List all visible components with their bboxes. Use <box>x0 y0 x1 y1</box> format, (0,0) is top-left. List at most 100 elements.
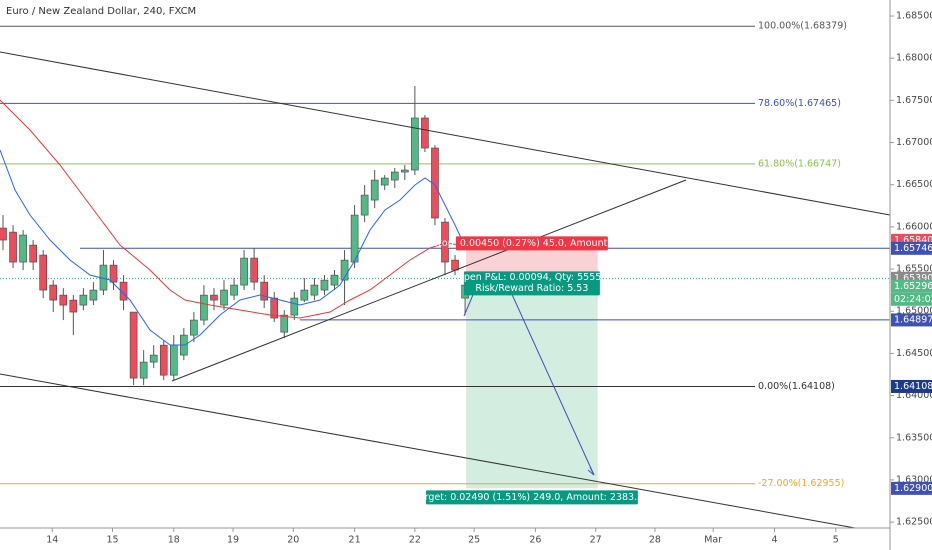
y-tick-label: 1.67500 <box>896 95 932 106</box>
candle-body <box>220 289 228 306</box>
candle-body <box>380 177 389 186</box>
countdown-box <box>891 292 932 306</box>
target-zone <box>466 278 598 489</box>
candle-body <box>441 221 449 263</box>
ratio-label: Risk/Reward Ratio: 5.53 <box>475 283 588 294</box>
candle-body <box>59 294 68 306</box>
target-label-box <box>425 490 638 505</box>
candle-body <box>350 214 359 263</box>
candle-body <box>300 289 309 301</box>
stop-label: Stop: 0.00450 (0.27%) 45.0, Amount: 750 <box>432 238 632 249</box>
y-tick-label: 1.64500 <box>896 348 932 359</box>
x-tick-label: 18 <box>168 535 180 546</box>
candle-body <box>401 169 409 173</box>
fib-label: 61.80%(1.66747) <box>758 158 841 169</box>
price-label-box <box>891 481 932 495</box>
y-tick-label: 1.65000 <box>896 306 932 317</box>
x-tick-label: 5 <box>833 535 839 546</box>
x-tick-label: 28 <box>649 535 661 546</box>
price-label-box <box>891 313 932 327</box>
candle-body <box>0 227 7 241</box>
candle-body <box>49 284 58 301</box>
y-tick-label: 1.63000 <box>896 474 932 485</box>
candle-body <box>340 259 349 281</box>
candle-body <box>29 244 37 263</box>
candle-body <box>19 234 27 263</box>
candle-body <box>69 299 78 313</box>
fib-label: 100.00%(1.68379) <box>758 21 847 32</box>
x-tick-label: 22 <box>409 535 421 546</box>
candle-body <box>240 257 248 286</box>
target-label: Target: 0.02490 (1.51%) 249.0, Amount: 2… <box>414 492 650 503</box>
price-label-box <box>891 379 932 393</box>
y-tick-label: 1.65500 <box>896 264 932 275</box>
stop-label-box <box>455 236 608 251</box>
trendline <box>0 51 891 216</box>
x-tick-label: 25 <box>468 535 480 546</box>
candle-body <box>250 257 258 283</box>
candle-body <box>370 179 379 201</box>
candle-body <box>129 311 138 379</box>
mark-layer <box>0 86 469 386</box>
chart-title: Euro / New Zealand Dollar, 240, FXCM <box>6 6 196 17</box>
candle-body <box>330 274 339 286</box>
price-label-box <box>891 279 932 293</box>
y-tick-label: 1.66500 <box>896 179 932 190</box>
candle-body <box>89 289 98 301</box>
arrow-head <box>587 466 595 476</box>
price-label: 1.65390 <box>894 273 932 284</box>
y-tick-label: 1.67000 <box>896 137 932 148</box>
candle-body <box>390 171 399 181</box>
price-label: 1.64897 <box>894 314 932 325</box>
candle-body <box>411 117 419 171</box>
candle-body <box>79 294 88 306</box>
x-tick-label: 19 <box>227 535 239 546</box>
candle-body <box>139 361 148 379</box>
candle-body <box>260 281 268 301</box>
candle-body <box>109 264 118 283</box>
candle-body <box>310 284 319 296</box>
candle-body <box>230 284 238 296</box>
pnl-label-box <box>463 271 600 296</box>
x-tick-label: 4 <box>771 535 777 546</box>
candle-body <box>290 297 299 316</box>
candle-body <box>149 354 158 363</box>
price-label: 1.65840 <box>894 235 932 246</box>
candle-body <box>159 344 168 376</box>
y-tick-label: 1.62500 <box>896 517 932 528</box>
candle-body <box>210 294 218 301</box>
candle-body <box>280 314 289 333</box>
fib-label: 78.60%(1.67465) <box>758 98 841 109</box>
y-tick-label: 1.68000 <box>896 53 932 64</box>
y-tick-label: 1.64000 <box>896 390 932 401</box>
candle-body <box>190 319 198 336</box>
y-tick-label: 1.68500 <box>896 11 932 22</box>
countdown: 02:24:02 <box>894 294 932 305</box>
candle-body <box>39 254 47 291</box>
candle-body <box>169 344 178 376</box>
candle-body <box>9 231 17 263</box>
moving-average <box>0 99 461 319</box>
fib-label: 0.00%(1.64108) <box>758 381 835 392</box>
candle-body <box>451 259 459 271</box>
trendline <box>171 179 687 382</box>
overlay-layer: Stop: 0.00450 (0.27%) 45.0, Amount: 750 O… <box>0 51 891 529</box>
price-label: 1.62900 <box>894 483 932 494</box>
x-tick-label: 21 <box>349 535 361 546</box>
x-tick-label: 14 <box>46 535 58 546</box>
candle-body <box>200 294 208 321</box>
fib-label: -27.00%(1.62955) <box>758 478 844 489</box>
candle-body <box>320 279 329 291</box>
x-tick-label: 26 <box>529 535 541 546</box>
price-label: 1.65296 <box>894 281 932 292</box>
price-label: 1.64108 <box>894 381 932 392</box>
axis-layer: 1.62500 1.63000 1.63500 1.64000 1.64500 1.650… <box>46 11 932 546</box>
candle-body <box>119 281 128 301</box>
candle-body <box>421 117 429 149</box>
moving-average <box>0 149 463 346</box>
y-tick-label: 1.63500 <box>896 432 932 443</box>
pnl-label: Open P&L: 0.00094, Qty: 55555 <box>456 272 607 283</box>
price-label: 1.65746 <box>894 243 932 254</box>
x-tick-label: 27 <box>590 535 602 546</box>
